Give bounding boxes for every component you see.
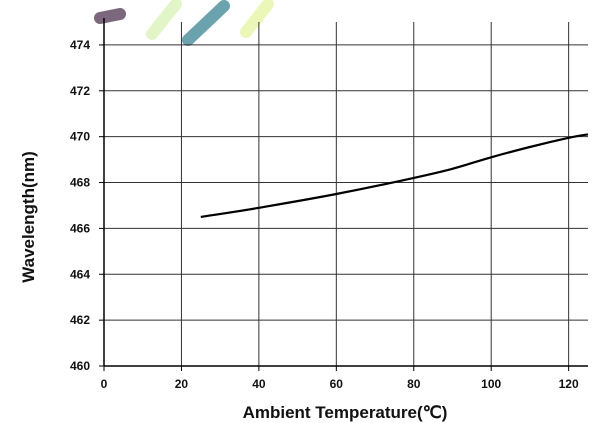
y-tick-label: 462 bbox=[70, 313, 90, 327]
y-tick-label: 468 bbox=[70, 176, 90, 190]
y-tick-label: 466 bbox=[70, 221, 90, 235]
decor-stripe bbox=[182, 0, 230, 46]
y-tick-label: 464 bbox=[70, 267, 90, 281]
y-tick-label: 474 bbox=[70, 38, 90, 52]
grid-lines bbox=[104, 22, 588, 366]
decor-stripe bbox=[146, 0, 182, 40]
x-tick-label: 20 bbox=[175, 377, 189, 391]
series-line bbox=[200, 133, 589, 218]
y-tick-label: 472 bbox=[70, 84, 90, 98]
decor-stripe bbox=[240, 0, 274, 38]
axes bbox=[99, 18, 588, 371]
y-tick-label: 460 bbox=[70, 359, 90, 373]
x-tick-label: 80 bbox=[407, 377, 421, 391]
x-tick-label: 120 bbox=[559, 377, 579, 391]
decor-stripe bbox=[94, 8, 126, 24]
y-tick-label: 470 bbox=[70, 130, 90, 144]
y-tick-labels: 460 462 464 466 468 470 472 474 bbox=[70, 38, 90, 373]
x-tick-label: 60 bbox=[330, 377, 344, 391]
series-group bbox=[200, 133, 589, 218]
x-tick-label: 40 bbox=[252, 377, 266, 391]
y-axis-title: Wavelength(nm) bbox=[19, 151, 38, 283]
x-tick-labels: 0 20 40 60 80 100 120 bbox=[101, 377, 579, 391]
decorative-stripes bbox=[94, 0, 274, 46]
x-tick-label: 100 bbox=[481, 377, 501, 391]
x-axis-title: Ambient Temperature(℃) bbox=[243, 403, 448, 422]
x-tick-label: 0 bbox=[101, 377, 108, 391]
